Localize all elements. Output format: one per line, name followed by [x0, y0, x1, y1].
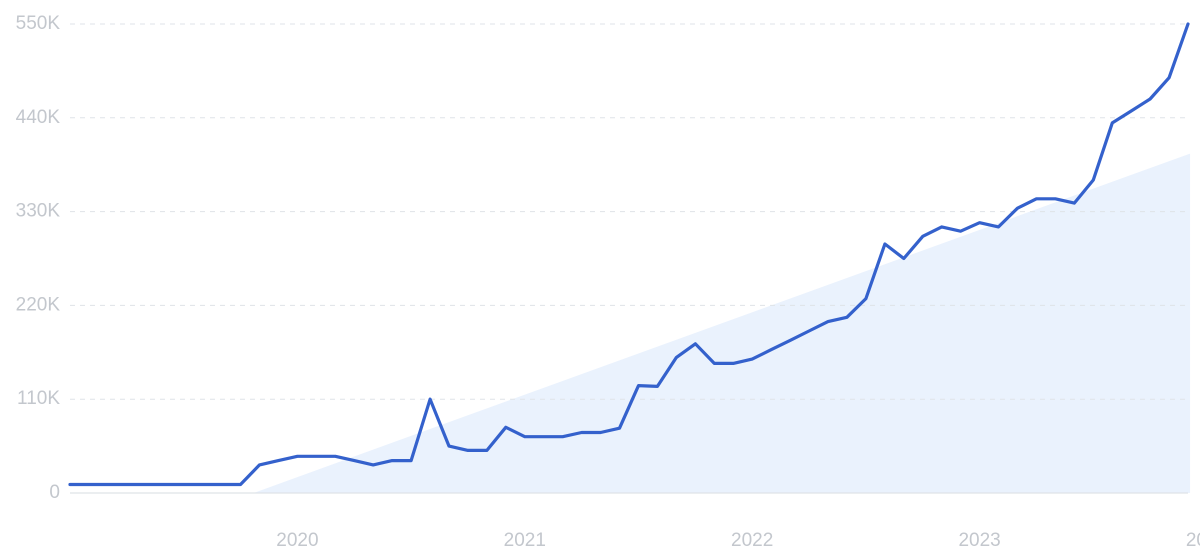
x-tick-label: 2023 [958, 530, 1000, 551]
y-tick-label: 440K [16, 107, 61, 128]
x-tick-label: 2021 [504, 530, 546, 551]
y-tick-label: 330K [16, 201, 61, 222]
y-tick-label: 0 [49, 482, 60, 503]
trend-area [253, 153, 1191, 493]
x-tick-label: 2024 [1186, 530, 1200, 551]
series-line [68, 22, 1190, 487]
x-tick-label: 2020 [276, 530, 318, 551]
y-tick-label: 220K [16, 294, 61, 315]
y-tick-label: 550K [16, 13, 61, 34]
x-tick-label: 2022 [731, 530, 773, 551]
y-tick-label: 110K [17, 388, 60, 409]
